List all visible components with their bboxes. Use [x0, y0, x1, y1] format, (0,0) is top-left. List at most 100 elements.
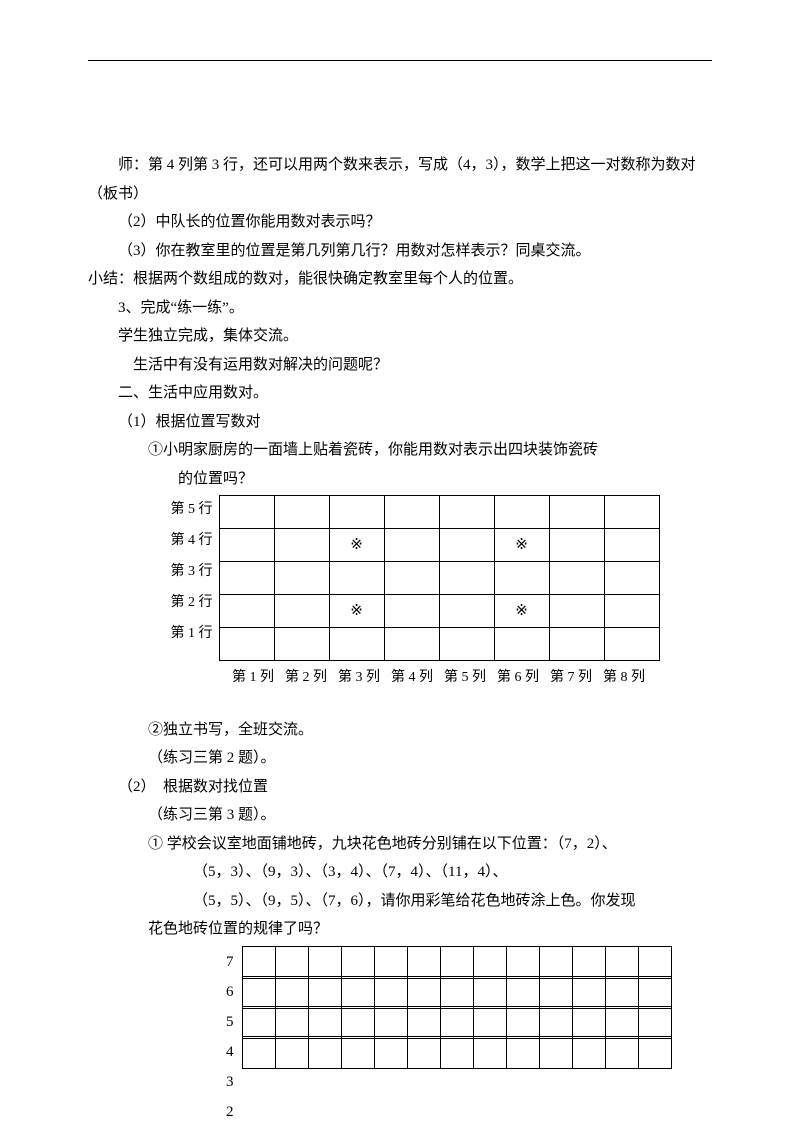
- grid-cell: [274, 595, 329, 628]
- grid-cell: [374, 977, 407, 1009]
- grid-cell: [275, 1037, 308, 1069]
- grid-cell: [473, 977, 506, 1009]
- row-label: 6: [216, 978, 242, 1007]
- paragraph: 小结：根据两个数组成的数对，能很快确定教室里每个人的位置。: [88, 265, 712, 294]
- paragraph: 的位置吗？: [88, 465, 712, 494]
- grid-row-cells: [242, 1006, 672, 1039]
- grid-cell: [439, 496, 494, 529]
- paragraph: ① 学校会议室地面铺地砖，九块花色地砖分别铺在以下位置：（7，2）、: [88, 830, 712, 859]
- tile-grid-1-col-labels: 第 1 列 第 2 列 第 3 列 第 4 列 第 5 列 第 6 列 第 7 …: [171, 665, 713, 692]
- grid-cell: ※: [329, 595, 384, 628]
- grid-cell: [473, 1037, 506, 1069]
- grid-cell: [384, 562, 439, 595]
- grid-cell: [440, 1037, 473, 1069]
- grid-row: ※※: [219, 529, 659, 562]
- grid-cell: [439, 628, 494, 661]
- paragraph: （5，5）、（9，5）、（7，6），请你用彩笔给花色地砖涂上色。你发现: [88, 887, 712, 916]
- grid-cell: [572, 1007, 605, 1039]
- grid-row-cells: [242, 1036, 672, 1069]
- grid-cell: [604, 595, 659, 628]
- grid-cell: [374, 947, 407, 979]
- grid-cell: [539, 1037, 572, 1069]
- paragraph: 生活中有没有运用数对解决的问题呢？: [88, 351, 712, 380]
- row-label: 7: [216, 948, 242, 977]
- row-label: 4: [216, 1038, 242, 1067]
- grid-cell: [506, 977, 539, 1009]
- col-label: 第 4 列: [386, 665, 439, 692]
- grid-cell: [407, 947, 440, 979]
- grid-cell: [539, 977, 572, 1009]
- grid-cell: [329, 562, 384, 595]
- grid-cell: [341, 1007, 374, 1039]
- paragraph: 3、完成“练一练”。: [88, 294, 712, 323]
- grid-cell: [384, 529, 439, 562]
- tile-grid-1-table: ※※※※: [219, 495, 660, 661]
- grid-cell: [308, 947, 341, 979]
- grid-cell: [604, 562, 659, 595]
- grid-cell: [374, 1037, 407, 1069]
- grid-cell: [219, 628, 274, 661]
- grid-cell: [384, 595, 439, 628]
- grid-cell: [407, 1007, 440, 1039]
- grid-cell: [242, 947, 275, 979]
- grid-row: ※※: [219, 595, 659, 628]
- grid-row: 7: [216, 948, 713, 978]
- paragraph: （2）中队长的位置你能用数对表示吗？: [88, 208, 712, 237]
- grid-cell: [549, 529, 604, 562]
- grid-cell: [605, 1037, 638, 1069]
- row-label: 第 3 行: [171, 557, 213, 588]
- col-label: 第 8 列: [598, 665, 651, 692]
- grid-cell: [384, 496, 439, 529]
- grid-cell: [638, 1007, 671, 1039]
- grid-cell: [374, 1007, 407, 1039]
- header-rule: [88, 60, 712, 61]
- paragraph: ②独立书写，全班交流。: [88, 716, 712, 745]
- grid-row: 4: [216, 1038, 713, 1068]
- tile-grid-2: 765432: [216, 948, 713, 1128]
- grid-row: [219, 496, 659, 529]
- paragraph: 学生独立完成，集体交流。: [88, 322, 712, 351]
- grid-row-cells: [242, 976, 672, 1009]
- grid-cell: ※: [494, 595, 549, 628]
- grid-cell: [308, 1007, 341, 1039]
- grid-cell: [274, 628, 329, 661]
- grid-cell: [604, 628, 659, 661]
- grid-cell: [549, 496, 604, 529]
- row-label: 第 2 行: [171, 588, 213, 619]
- grid-row: [219, 562, 659, 595]
- paragraph: （练习三第 2 题）。: [88, 744, 712, 773]
- grid-cell: [572, 977, 605, 1009]
- grid-cell: [440, 947, 473, 979]
- row-label: 第 4 行: [171, 526, 213, 557]
- row-label: 2: [216, 1098, 242, 1127]
- grid-cell: [604, 529, 659, 562]
- grid-cell: [440, 977, 473, 1009]
- paragraph: 花色地砖位置的规律了吗？: [88, 915, 712, 944]
- grid-cell: [549, 562, 604, 595]
- row-label: 5: [216, 1008, 242, 1037]
- tile-grid-1-row-labels: 第 5 行 第 4 行 第 3 行 第 2 行 第 1 行: [171, 495, 219, 650]
- grid-cell: [549, 628, 604, 661]
- grid-cell: [219, 529, 274, 562]
- grid-cell: [274, 529, 329, 562]
- grid-cell: [605, 977, 638, 1009]
- col-label: 第 6 列: [492, 665, 545, 692]
- col-label: 第 2 列: [280, 665, 333, 692]
- grid-cell: ※: [329, 529, 384, 562]
- grid-cell: [242, 1037, 275, 1069]
- grid-cell: [407, 977, 440, 1009]
- grid-cell: [308, 1037, 341, 1069]
- grid-row: 3: [216, 1068, 713, 1098]
- grid-cell: ※: [494, 529, 549, 562]
- paragraph: ①小明家厨房的一面墙上贴着瓷砖，你能用数对表示出四块装饰瓷砖: [88, 436, 712, 465]
- grid-cell: [329, 496, 384, 529]
- grid-cell: [439, 529, 494, 562]
- grid-row-cells: [242, 946, 672, 979]
- grid-cell: [407, 1037, 440, 1069]
- grid-cell: [341, 977, 374, 1009]
- document-page: 师：第 4 列第 3 行，还可以用两个数来表示，写成（4，3），数学上把这一对数…: [0, 0, 800, 1132]
- grid-cell: [605, 947, 638, 979]
- col-label: 第 1 列: [227, 665, 280, 692]
- grid-cell: [506, 1007, 539, 1039]
- grid-cell: [473, 947, 506, 979]
